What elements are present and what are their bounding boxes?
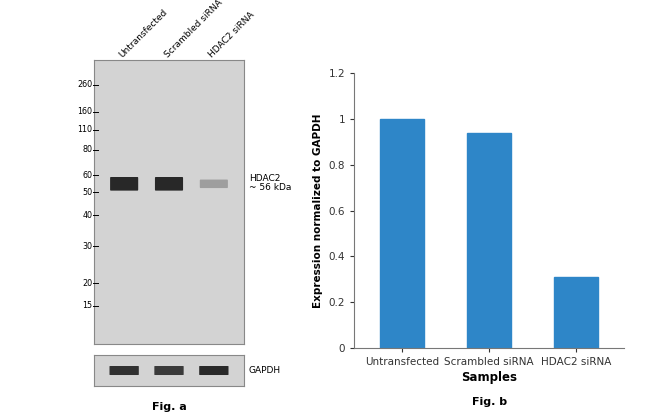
- Text: Scrambled siRNA: Scrambled siRNA: [162, 0, 224, 59]
- Text: 110: 110: [77, 126, 92, 134]
- FancyBboxPatch shape: [199, 366, 229, 375]
- Text: 60: 60: [83, 171, 92, 180]
- Text: ~ 56 kDa: ~ 56 kDa: [249, 183, 291, 193]
- Text: 50: 50: [82, 188, 92, 197]
- Y-axis label: Expression normalized to GAPDH: Expression normalized to GAPDH: [313, 113, 323, 308]
- X-axis label: Samples: Samples: [461, 372, 517, 384]
- Text: 160: 160: [77, 107, 92, 116]
- Text: 40: 40: [83, 211, 92, 219]
- Text: GAPDH: GAPDH: [249, 366, 281, 375]
- Bar: [554, 277, 598, 348]
- Text: 80: 80: [83, 145, 92, 154]
- FancyBboxPatch shape: [110, 177, 138, 191]
- Text: Fig. a: Fig. a: [151, 402, 187, 412]
- FancyBboxPatch shape: [109, 366, 139, 375]
- Text: 260: 260: [77, 80, 92, 89]
- Bar: [380, 119, 424, 348]
- Text: HDAC2: HDAC2: [249, 174, 280, 183]
- Text: Untransfected: Untransfected: [118, 8, 170, 59]
- Text: 30: 30: [83, 242, 92, 251]
- Text: 20: 20: [82, 279, 92, 288]
- Text: Fig. b: Fig. b: [471, 397, 507, 407]
- FancyBboxPatch shape: [200, 180, 228, 188]
- Bar: [467, 133, 511, 348]
- Text: HDAC2 siRNA: HDAC2 siRNA: [207, 10, 257, 59]
- Text: 15: 15: [82, 301, 92, 310]
- FancyBboxPatch shape: [154, 366, 184, 375]
- FancyBboxPatch shape: [155, 177, 183, 191]
